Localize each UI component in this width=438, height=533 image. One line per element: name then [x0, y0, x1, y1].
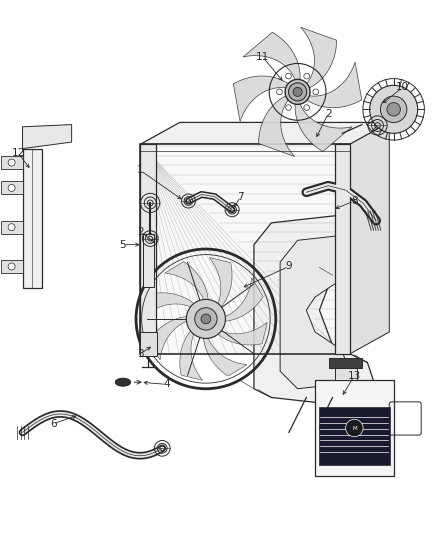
- Circle shape: [186, 300, 226, 338]
- Circle shape: [346, 419, 363, 437]
- Circle shape: [285, 79, 310, 104]
- Circle shape: [201, 314, 211, 324]
- Bar: [318, 407, 390, 465]
- Polygon shape: [22, 125, 72, 149]
- Bar: [143, 235, 154, 287]
- Text: 10: 10: [396, 83, 409, 93]
- Circle shape: [370, 85, 418, 133]
- Bar: [1, 260, 22, 273]
- Bar: [315, 380, 394, 476]
- Polygon shape: [295, 104, 352, 151]
- Text: 2: 2: [325, 109, 332, 119]
- Polygon shape: [350, 123, 389, 354]
- Text: 13: 13: [348, 370, 361, 381]
- Circle shape: [313, 89, 318, 95]
- Circle shape: [381, 96, 407, 123]
- Polygon shape: [218, 322, 267, 345]
- Circle shape: [286, 105, 291, 110]
- Bar: [1, 181, 22, 195]
- Polygon shape: [300, 27, 337, 88]
- Bar: [194, 306, 218, 331]
- Circle shape: [8, 184, 15, 191]
- Polygon shape: [233, 76, 288, 122]
- Text: 1: 1: [137, 165, 144, 175]
- Polygon shape: [141, 144, 350, 354]
- Text: 2: 2: [137, 227, 144, 237]
- Bar: [141, 144, 155, 354]
- Circle shape: [276, 89, 282, 95]
- Circle shape: [8, 224, 15, 231]
- Polygon shape: [141, 332, 157, 356]
- Text: 7: 7: [237, 192, 244, 201]
- Circle shape: [304, 74, 310, 79]
- Bar: [22, 149, 42, 288]
- Bar: [335, 368, 357, 380]
- Bar: [1, 221, 22, 234]
- Text: 8: 8: [351, 196, 358, 206]
- Polygon shape: [307, 62, 362, 108]
- Circle shape: [286, 74, 291, 79]
- Text: 11: 11: [256, 52, 269, 62]
- Text: 5: 5: [120, 240, 126, 249]
- Polygon shape: [165, 262, 208, 300]
- Polygon shape: [180, 331, 202, 380]
- Text: 3: 3: [137, 349, 144, 359]
- Text: 9: 9: [286, 262, 292, 271]
- Text: 4: 4: [163, 379, 170, 390]
- Bar: [329, 358, 362, 368]
- Bar: [1, 156, 22, 169]
- Text: 6: 6: [50, 419, 57, 429]
- Polygon shape: [258, 96, 294, 157]
- Polygon shape: [225, 278, 263, 321]
- Polygon shape: [145, 293, 194, 316]
- Bar: [335, 144, 350, 354]
- Circle shape: [195, 308, 217, 330]
- Circle shape: [304, 105, 310, 110]
- Circle shape: [387, 102, 400, 116]
- Text: M: M: [352, 425, 357, 431]
- Polygon shape: [254, 214, 376, 406]
- Polygon shape: [209, 257, 232, 307]
- Polygon shape: [243, 33, 300, 79]
- Ellipse shape: [115, 378, 131, 386]
- Circle shape: [289, 83, 307, 101]
- Text: 12: 12: [11, 148, 25, 158]
- Polygon shape: [204, 338, 247, 376]
- Polygon shape: [148, 317, 187, 360]
- Circle shape: [293, 87, 302, 96]
- Polygon shape: [141, 123, 389, 144]
- Circle shape: [8, 159, 15, 166]
- Polygon shape: [280, 236, 350, 389]
- Circle shape: [8, 263, 15, 270]
